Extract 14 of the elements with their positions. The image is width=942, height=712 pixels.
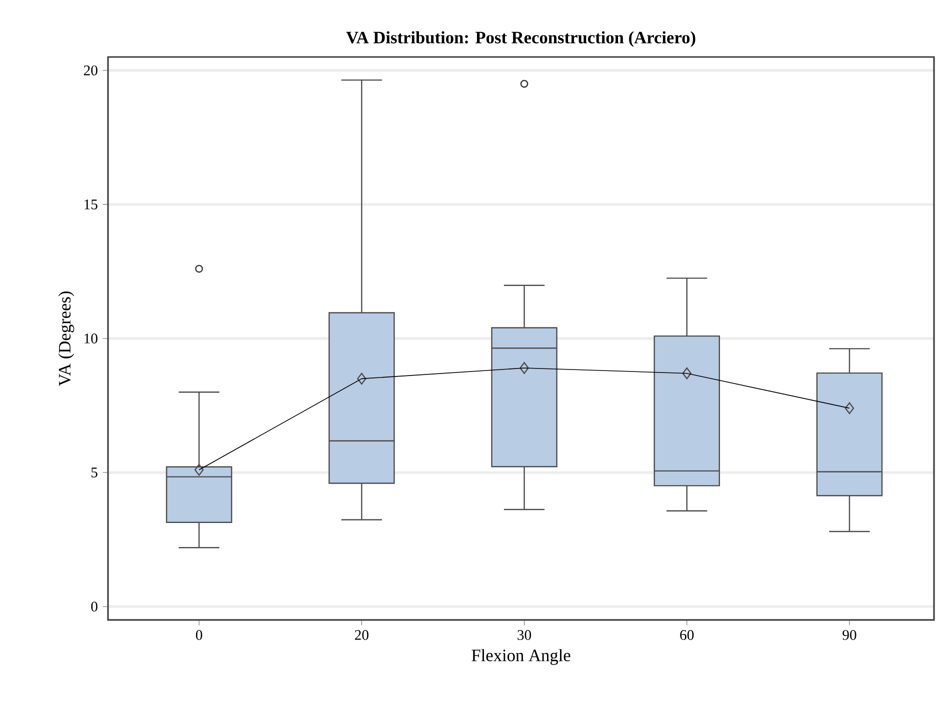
x-tick-label: 90 — [842, 630, 856, 640]
line-series — [198, 368, 850, 470]
y-tick-label: 0 — [91, 602, 98, 612]
y-tick-label: 5 — [91, 468, 98, 478]
x-tick-label: 0 — [196, 630, 202, 640]
x-tick-label: 20 — [354, 630, 368, 640]
y-tick-label: 10 — [84, 334, 98, 344]
x-axis-title: Flexion Angle — [472, 649, 570, 665]
x-tick-label: 30 — [518, 630, 532, 640]
y-tick-label: 20 — [84, 65, 98, 76]
y-tick-label: 15 — [84, 200, 98, 210]
chart-title: VA Distribution: Post Reconstruction (Arciero) — [346, 31, 696, 47]
x-tick-label: 60 — [680, 630, 694, 640]
y-axis-title: VA (Degrees) — [58, 292, 74, 386]
